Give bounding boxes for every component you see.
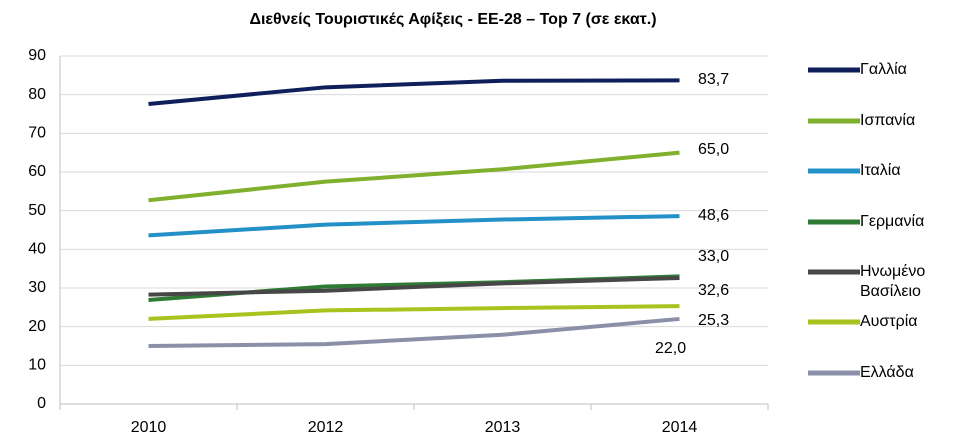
chart-title: Διεθνείς Τουριστικές Αφίξεις - ΕΕ-28 – T… [249,11,656,28]
legend-item: Γαλλία [860,61,907,78]
y-tick-label: 20 [28,318,46,335]
legend-label: Αυστρία [860,313,918,330]
y-tick-label: 30 [28,279,46,296]
data-label: 83,7 [698,71,729,88]
x-tick-label: 2014 [662,419,698,435]
y-tick-label: 90 [28,47,46,64]
y-tick-label: 50 [28,202,46,219]
legend-label: Ηνωμένο Βασίλειο [860,263,926,300]
series-line [148,316,680,348]
y-tick-label: 10 [28,357,46,374]
legend-item: Ιταλία [860,162,901,179]
x-tick-label: 2012 [308,419,344,435]
series-line [148,304,680,321]
y-tick-label: 80 [28,86,46,103]
data-label: 48,6 [698,207,729,224]
x-tick-label: 2013 [485,419,521,435]
data-label: 22,0 [655,340,686,357]
series-line [148,214,680,238]
y-tick-label: 70 [28,125,46,142]
x-tick-label: 2010 [131,419,167,435]
data-label: 25,3 [698,312,729,329]
series-line [148,150,680,203]
data-label: 65,0 [698,141,729,158]
legend-item: Ισπανία [860,112,916,129]
legend-item: Ελλάδα [860,364,914,381]
y-tick-label: 60 [28,163,46,180]
legend-label: Ελλάδα [860,364,914,381]
series-line [148,275,680,297]
legend-item: Ηνωμένο Βασίλειο [860,263,926,300]
legend-item: Γερμανία [860,213,925,230]
y-tick-label: 40 [28,241,46,258]
legend-item: Αυστρία [860,313,918,330]
legend-label: Γερμανία [860,213,925,230]
y-tick-label: 0 [37,395,46,412]
data-label: 32,6 [698,282,729,299]
legend-label: Ιταλία [860,162,901,179]
series-line [148,78,680,106]
data-label: 33,0 [698,248,729,265]
legend-label: Γαλλία [860,61,907,78]
legend-label: Ισπανία [860,112,916,129]
